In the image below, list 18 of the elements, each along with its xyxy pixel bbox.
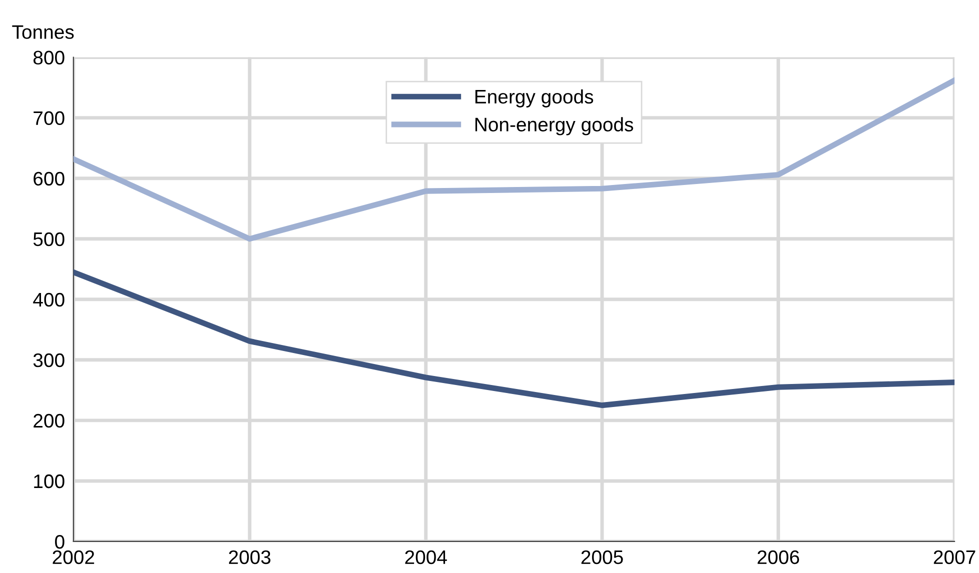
y-tick-label: 800: [33, 50, 64, 65]
y-tick-label: 500: [33, 232, 64, 246]
y-tick-label: 100: [34, 474, 64, 488]
x-tick-label: 2003: [228, 550, 270, 564]
x-tick-label: 2002: [52, 550, 94, 564]
legend-label: Non-energy goods: [475, 117, 634, 136]
x-tick-label: 2004: [405, 550, 447, 564]
y-tick-label: 300: [33, 353, 64, 368]
x-tick-label: 2005: [581, 550, 623, 564]
y-axis-title: Tonnes: [12, 25, 74, 39]
y-tick-label: 700: [34, 111, 64, 126]
legend-label: Energy goods: [475, 89, 594, 108]
x-tick-label: 2006: [758, 550, 800, 564]
y-tick-label: 400: [33, 292, 64, 307]
y-tick-label: 0: [55, 534, 64, 549]
x-tick-label: 2007: [934, 550, 976, 564]
y-tick-label: 600: [34, 172, 64, 186]
y-tick-label: 200: [34, 414, 64, 428]
